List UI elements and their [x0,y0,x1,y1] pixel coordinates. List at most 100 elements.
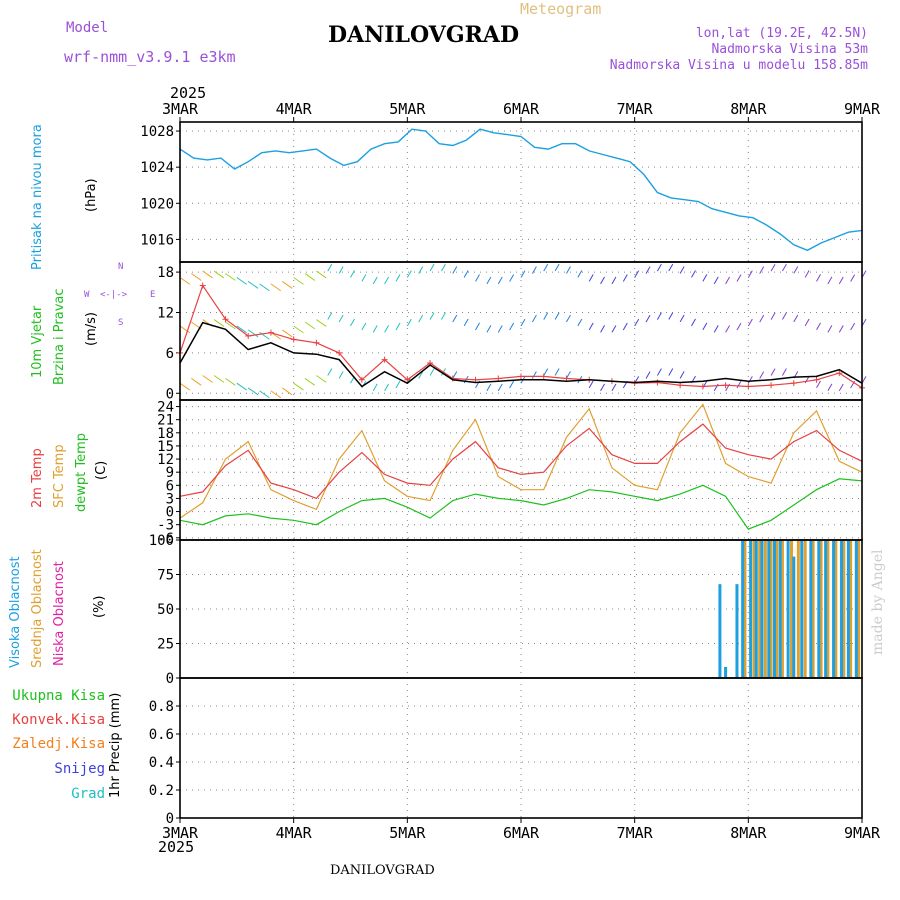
wind-barb [770,368,776,376]
wind-barb [725,276,731,285]
wind-barb [554,263,560,272]
high-cloud-bar [809,540,813,678]
wind-barb [213,375,225,383]
city-title: DANILOVGRAD [328,22,520,48]
mid-cloud-bar [834,540,838,678]
wind-barb [372,383,378,392]
y-tick-label: 1020 [140,196,174,212]
mid-cloud-bar [849,540,853,678]
gust-mark [381,356,388,363]
mid-cloud-bar [811,540,815,678]
gust-mark [790,380,797,387]
gust-mark [336,349,343,356]
wind-barb [509,380,515,389]
lonlat: lon,lat (19.2E, 42.5N) [695,26,868,41]
x-tick-label-top: 5MAR [389,100,426,118]
wind-barb [395,274,401,282]
footer-city: DANILOVGRAD [330,863,435,878]
wind-barb [509,274,515,282]
y-tick-label: 25 [157,637,174,653]
wind-barb [668,263,674,272]
wind-barb [816,380,821,389]
wind-barb [191,378,202,386]
high-cloud-bar [767,540,771,678]
wind-barb [566,371,571,379]
wind-barb [475,322,480,331]
wind-barb [827,383,833,392]
wind-barb [384,383,390,392]
wind-barb [282,281,293,289]
wind-barb [713,276,719,285]
wind-barb [645,314,651,323]
y-tick-label: 21 [157,413,174,429]
wind-barb [588,380,594,389]
meteogram-title: Meteogram [520,0,602,18]
wind-barb [304,321,316,330]
wind-barb [179,277,191,285]
legend-rain-frz: Zaledj.Kisa [12,736,105,752]
wind-barb [429,263,435,272]
y-tick-label: 6 [166,478,174,494]
wind-barb [747,270,753,278]
wind-barb [566,266,571,274]
y-tick-label: 18 [157,265,174,281]
wind-barb [418,371,424,379]
x-tick-label-bottom: 5MAR [389,824,426,842]
y-tick-label: 0 [166,386,174,402]
wind-barb [497,383,503,392]
mid-cloud-bar [780,540,784,678]
mid-cloud-bar [769,540,773,678]
gust-mark [836,370,843,377]
wind-barb [384,276,390,285]
mid-cloud-bar [775,540,779,678]
gust-mark [722,382,729,389]
wind-barb [259,283,270,292]
gust-mark [267,329,274,336]
legend-hail: Grad [71,786,105,802]
wind-barb [782,263,787,272]
wind-barb [600,383,605,392]
wind-barb [282,387,293,396]
wind-barb [213,270,225,279]
wind-barb [384,325,390,333]
temp-2m-line [179,423,863,500]
compass-n: N [118,262,124,272]
wind-barb [361,274,367,282]
wind-barb [543,263,549,272]
y-tick-label: 75 [157,568,174,584]
compass-e: E [150,290,156,300]
wind-barb [736,274,742,282]
wind-barb [566,314,571,323]
wind-barb [441,312,446,320]
wind-barb [747,318,753,327]
wind-barb [316,319,327,327]
gust-mark [654,379,661,386]
wind-barb [702,322,708,331]
high-cloud-bar [840,540,844,678]
model-label: Model [66,20,109,36]
x-tick-label-bottom: 7MAR [617,824,654,842]
wind-barb [782,368,787,376]
mid-cloud-bar [758,540,762,678]
wind-barb [520,318,526,327]
wind-barb [554,368,560,376]
panel-frame [179,121,863,263]
mid-cloud-bar [752,540,756,678]
y-tick-label: 3 [166,491,174,507]
wind-barb [179,382,191,391]
x-tick-label-bottom: 4MAR [276,824,313,842]
year-top: 2025 [170,84,207,102]
wind-barb [736,322,742,331]
wind-barb [702,274,708,282]
wind-barb [316,270,327,279]
gust-line [179,284,863,389]
high-cloud-bar [760,540,764,678]
high-cloud-bar [754,540,758,678]
wind-barb [338,314,344,323]
wind-barb [327,368,333,376]
x-tick-label-bottom: 6MAR [503,824,540,842]
mid-cloud-bar [803,540,807,678]
wind-barb [531,266,537,274]
wind-barb [759,314,765,323]
year-bottom: 2025 [158,838,195,856]
